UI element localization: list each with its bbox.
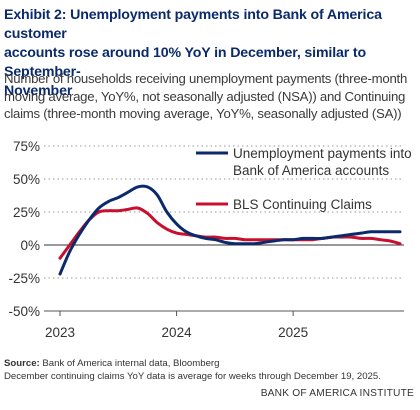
source-label: Source: (4, 358, 40, 369)
x-tick-label: 2023 (45, 325, 75, 340)
legend-label: Unemployment payments into (233, 146, 412, 161)
legend-label: BLS Continuing Claims (233, 197, 372, 212)
subtitle-line: Number of households receiving unemploym… (4, 71, 408, 86)
y-tick-label: -25% (8, 271, 40, 286)
title-line: accounts rose around 10% YoY in December… (4, 45, 366, 80)
footnote: December continuing claims YoY data is a… (4, 371, 381, 382)
x-tick-label: 2025 (278, 325, 308, 340)
source-text: Bank of America internal data, Bloomberg (39, 358, 220, 369)
legend-label: Bank of America accounts (233, 163, 389, 178)
exhibit-title: Exhibit 2: Unemployment payments into Ba… (4, 6, 418, 101)
subtitle-line: moving average, YoY%, not seasonally adj… (4, 88, 406, 104)
y-tick-label: 0% (20, 238, 40, 253)
source-line: Source: Bank of America internal data, B… (4, 357, 418, 370)
title-line: Exhibit 2: Unemployment payments into Ba… (4, 7, 382, 42)
y-tick-label: 50% (13, 172, 40, 187)
y-tick-label: 25% (13, 205, 40, 220)
exhibit-subtitle: Number of households receiving unemploym… (4, 70, 418, 123)
brand-name: BANK OF AMERICA INSTITUTE (260, 388, 414, 399)
chart-footer: Source: Bank of America internal data, B… (4, 357, 418, 383)
series-line-continuing-claims (58, 206, 402, 260)
subtitle-line: claims (three-month moving average, YoY%… (4, 106, 402, 121)
series-line-unemployment-payments (58, 184, 402, 276)
y-tick-label: -50% (8, 304, 40, 319)
x-tick-label: 2024 (162, 325, 193, 340)
title-line: November (4, 83, 73, 99)
y-tick-label: 75% (13, 139, 40, 154)
